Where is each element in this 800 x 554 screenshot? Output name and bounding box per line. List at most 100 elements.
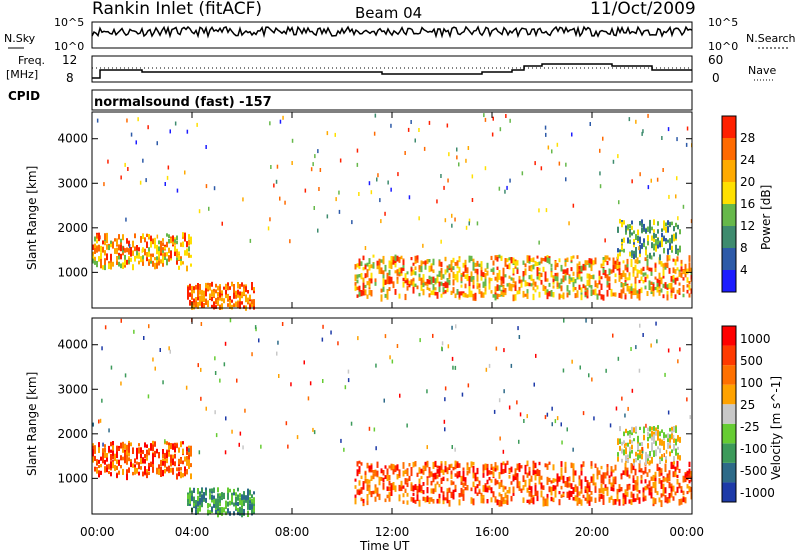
heatmap-cell bbox=[639, 455, 641, 459]
heatmap-cell bbox=[494, 496, 497, 502]
heatmap-cell bbox=[584, 489, 587, 494]
heatmap-cell bbox=[640, 468, 643, 473]
heatmap-cell bbox=[653, 438, 655, 444]
heatmap-cell bbox=[654, 498, 657, 505]
heatmap-cell bbox=[197, 363, 199, 368]
heatmap-cell bbox=[480, 498, 483, 504]
heatmap-cell bbox=[364, 289, 367, 295]
heatmap-cell bbox=[623, 220, 625, 225]
heatmap-cell bbox=[191, 495, 193, 502]
heatmap-cell bbox=[627, 442, 629, 447]
heatmap-cell bbox=[188, 459, 190, 465]
heatmap-cell bbox=[102, 457, 104, 464]
heatmap-cell bbox=[239, 301, 241, 309]
heatmap-cell bbox=[160, 259, 162, 264]
heatmap-cell bbox=[98, 256, 100, 262]
heatmap-cell bbox=[233, 502, 235, 507]
heatmap-cell bbox=[317, 149, 319, 154]
heatmap-cell bbox=[671, 429, 673, 436]
heatmap-cell bbox=[660, 468, 663, 473]
heatmap-cell bbox=[114, 465, 116, 471]
heatmap-cell bbox=[625, 428, 627, 434]
heatmap-cell bbox=[494, 462, 497, 469]
heatmap-cell bbox=[504, 291, 507, 296]
heatmap-cell bbox=[490, 255, 493, 261]
heatmap-cell bbox=[612, 478, 615, 486]
heatmap-cell bbox=[197, 488, 199, 495]
heatmap-cell bbox=[458, 493, 461, 498]
heatmap-cell bbox=[580, 467, 583, 471]
heatmap-cell bbox=[96, 246, 98, 253]
heatmap-cell bbox=[135, 140, 137, 145]
heatmap-cell bbox=[643, 240, 645, 248]
heatmap-cell bbox=[570, 267, 573, 272]
heatmap-cell bbox=[669, 427, 671, 432]
heatmap-cell bbox=[658, 467, 661, 474]
heatmap-cell bbox=[255, 327, 257, 332]
heatmap-cell bbox=[203, 290, 205, 297]
heatmap-cell bbox=[500, 291, 503, 296]
heatmap-cell bbox=[524, 480, 527, 487]
heatmap-cell bbox=[630, 262, 633, 268]
nave-tick-low: 0 bbox=[712, 71, 720, 85]
heatmap-cell bbox=[614, 264, 617, 270]
heatmap-cell bbox=[454, 217, 456, 222]
heatmap-cell bbox=[684, 497, 687, 504]
heatmap-cell bbox=[243, 284, 245, 292]
heatmap-cell bbox=[688, 480, 691, 484]
heatmap-cell bbox=[160, 242, 162, 249]
nave-tick-high: 60 bbox=[708, 53, 723, 67]
heatmap-cell bbox=[500, 500, 503, 507]
heatmap-cell bbox=[148, 259, 150, 265]
heatmap-cell bbox=[498, 270, 501, 277]
heatmap-cell bbox=[524, 268, 527, 276]
heatmap-cell bbox=[110, 441, 112, 447]
heatmap-cell bbox=[518, 277, 521, 284]
heatmap-cell bbox=[635, 247, 637, 253]
heatmap-cell bbox=[633, 429, 635, 433]
heatmap-cell bbox=[358, 192, 360, 196]
heatmap-cell bbox=[208, 206, 210, 211]
heatmap-cell bbox=[615, 406, 618, 411]
heatmap-cell bbox=[678, 288, 681, 293]
heatmap-cell bbox=[490, 290, 493, 294]
heatmap-cell bbox=[132, 463, 134, 468]
heatmap-cell bbox=[412, 497, 415, 503]
heatmap-cell bbox=[164, 462, 166, 467]
heatmap-cell bbox=[162, 380, 164, 385]
heatmap-cell bbox=[456, 471, 459, 476]
heatmap-cell bbox=[657, 237, 659, 243]
heatmap-cell bbox=[652, 482, 655, 489]
heatmap-cell bbox=[354, 485, 357, 489]
heatmap-cell bbox=[674, 294, 677, 300]
heatmap-cell bbox=[354, 494, 357, 498]
heatmap-cell bbox=[614, 279, 617, 284]
heatmap-cell bbox=[404, 293, 407, 301]
heatmap-cell bbox=[484, 281, 487, 287]
heatmap-cell bbox=[552, 485, 555, 492]
heatmap-cell bbox=[656, 463, 659, 469]
heatmap-cell bbox=[572, 463, 575, 471]
heatmap-cell bbox=[641, 446, 644, 451]
heatmap-cell bbox=[412, 492, 415, 496]
heatmap-cell bbox=[492, 466, 495, 472]
heatmap-cell bbox=[621, 241, 623, 245]
heatmap-cell bbox=[619, 438, 621, 445]
heatmap-cell bbox=[390, 465, 393, 471]
heatmap-cell bbox=[633, 253, 635, 260]
heatmap-cell bbox=[420, 277, 423, 283]
heatmap-cell bbox=[460, 480, 463, 485]
heatmap-cell bbox=[396, 279, 399, 284]
heatmap-cell bbox=[656, 177, 659, 182]
heatmap-cell bbox=[651, 426, 653, 431]
heatmap-cell bbox=[378, 258, 381, 266]
heatmap-cell bbox=[253, 287, 255, 291]
heatmap-cell bbox=[638, 293, 641, 301]
heatmap-cell bbox=[436, 481, 439, 485]
heatmap-cell bbox=[354, 478, 357, 482]
heatmap-cell bbox=[144, 237, 146, 243]
y-tick-label: 2000 bbox=[57, 427, 88, 441]
heatmap-cell bbox=[275, 179, 278, 184]
heatmap-cell bbox=[162, 256, 164, 264]
heatmap-cell bbox=[636, 480, 639, 486]
